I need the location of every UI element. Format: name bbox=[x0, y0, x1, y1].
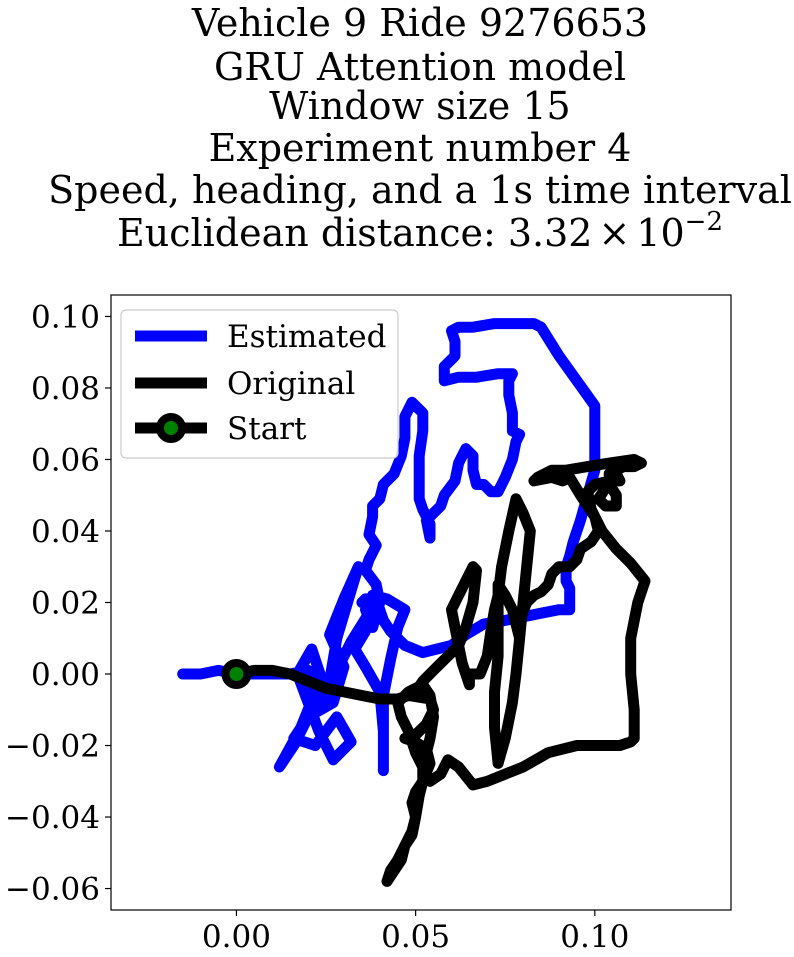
title-distance-times: × bbox=[598, 211, 630, 255]
plot-area bbox=[177, 318, 651, 887]
y-tick-label: −0.06 bbox=[5, 872, 100, 908]
legend-start-marker bbox=[156, 413, 186, 443]
y-tick-label: 0.04 bbox=[31, 514, 100, 550]
title-distance-exponent: −2 bbox=[685, 207, 723, 237]
legend-label-estimated: Estimated bbox=[227, 319, 386, 355]
title-line-2: GRU Attention model bbox=[214, 45, 626, 89]
title-distance-base: 10 bbox=[636, 211, 684, 255]
series-line-estimated bbox=[177, 318, 601, 777]
y-tick-label: 0.08 bbox=[31, 371, 100, 407]
x-tick-label: 0.00 bbox=[202, 919, 271, 955]
y-tick-label: 0.06 bbox=[31, 442, 100, 478]
title-line-5: Speed, heading, and a 1s time interval bbox=[48, 168, 792, 212]
title-line-3: Window size 15 bbox=[269, 84, 570, 128]
legend-label-start: Start bbox=[227, 411, 307, 447]
y-tick-label: −0.02 bbox=[5, 729, 100, 765]
axes: 0.00 0.05 0.10 0.10 0.08 0.06 0.04 0.02 0.00 −0.0… bbox=[5, 294, 732, 955]
start-marker bbox=[221, 659, 252, 690]
title-distance-mantissa: 3.32 bbox=[508, 211, 593, 255]
legend-box bbox=[120, 309, 399, 459]
y-tick-label: −0.04 bbox=[5, 800, 100, 836]
x-tick-label: 0.10 bbox=[560, 919, 629, 955]
x-tick-label: 0.05 bbox=[381, 919, 450, 955]
legend-label-original: Original bbox=[227, 366, 355, 402]
chart-title: Vehicle 9 Ride 9276653 GRU Attention mod… bbox=[48, 1, 792, 255]
series-line-original bbox=[230, 454, 651, 887]
y-tick-label: 0.00 bbox=[31, 657, 100, 693]
title-distance-label: Euclidean distance: bbox=[117, 211, 508, 255]
title-line-6: Euclidean distance: 3.32 × 10−2 bbox=[117, 207, 723, 255]
y-tick-label: 0.02 bbox=[31, 586, 100, 622]
legend: Estimated Original Start bbox=[120, 309, 399, 459]
title-line-1: Vehicle 9 Ride 9276653 bbox=[191, 1, 648, 45]
y-tick-label: 0.10 bbox=[31, 299, 100, 335]
title-line-4: Experiment number 4 bbox=[209, 126, 632, 170]
